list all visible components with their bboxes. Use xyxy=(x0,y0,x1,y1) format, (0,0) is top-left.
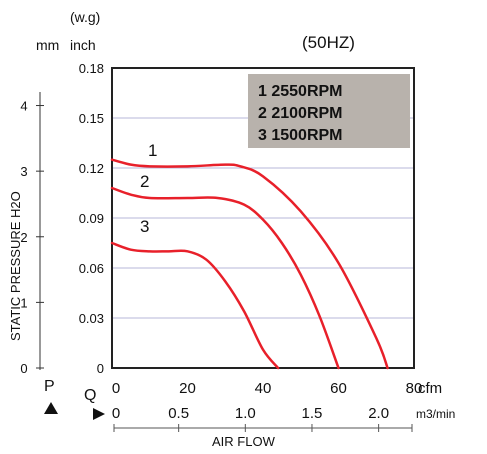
x-tick-m3-label: 0 xyxy=(112,405,120,422)
unit-inch-label: inch xyxy=(70,37,96,53)
y-tick-inch-label: 0 xyxy=(97,361,104,376)
unit-wg-label: (w.g) xyxy=(70,9,100,25)
x-tick-cfm-label: 60 xyxy=(330,380,347,397)
legend-item-2: 2 2100RPM xyxy=(258,105,343,122)
y-axis-title: STATIC PRESSURE H2O xyxy=(8,191,23,341)
x-tick-m3-label: 2.0 xyxy=(368,405,389,422)
pressure-arrow-icon xyxy=(44,402,58,414)
y-tick-inch-label: 0.12 xyxy=(79,161,104,176)
legend-item-3: 3 1500RPM xyxy=(258,127,343,144)
flow-symbol: Q xyxy=(84,387,96,404)
unit-mm-label: mm xyxy=(36,37,59,53)
y-tick-inch-label: 0.15 xyxy=(79,111,104,126)
x-tick-cfm-label: 20 xyxy=(179,380,196,397)
curve-label-1: 1 xyxy=(148,141,157,160)
x-axis-title: AIR FLOW xyxy=(212,434,276,449)
y-tick-mm-label: 4 xyxy=(20,99,27,114)
curve-label-3: 3 xyxy=(140,217,149,236)
legend-box xyxy=(248,74,410,148)
curve-label-2: 2 xyxy=(140,172,149,191)
y-tick-mm-label: 3 xyxy=(20,164,27,179)
y-tick-inch-label: 0.06 xyxy=(79,261,104,276)
flow-arrow-icon xyxy=(93,408,105,420)
x-unit-m3: m3/min xyxy=(416,407,455,421)
y-tick-inch-label: 0.09 xyxy=(79,211,104,226)
x-tick-m3-label: 0.5 xyxy=(168,405,189,422)
y-tick-mm-label: 1 xyxy=(20,295,27,310)
y-tick-mm-label: 2 xyxy=(20,230,27,245)
curve-series-2 xyxy=(110,186,340,370)
y-tick-mm-label: 0 xyxy=(20,361,27,376)
legend-item-1: 1 2550RPM xyxy=(258,83,343,100)
curve-series-3 xyxy=(110,241,280,370)
curve-series-1 xyxy=(110,158,389,370)
curves xyxy=(110,158,389,370)
y-tick-inch-label: 0.18 xyxy=(79,61,104,76)
y-ticks-mm: 4 3 2 1 0 xyxy=(20,99,44,376)
pressure-symbol: P xyxy=(44,378,55,395)
x-ticks-cfm: 0 20 40 60 80 xyxy=(112,380,423,397)
y-tick-inch-label: 0.03 xyxy=(79,311,104,326)
y-ticks-inch: 0.18 0.15 0.12 0.09 0.06 0.03 0 xyxy=(79,61,104,376)
x-ticks-m3: 0 0.5 1.0 1.5 2.0 xyxy=(112,405,389,432)
x-tick-m3-label: 1.0 xyxy=(235,405,256,422)
x-tick-cfm-label: 40 xyxy=(255,380,272,397)
x-tick-m3-label: 1.5 xyxy=(302,405,323,422)
x-unit-cfm: cfm xyxy=(418,380,442,397)
frequency-label: (50HZ) xyxy=(302,33,355,52)
x-tick-cfm-label: 80 xyxy=(406,380,423,397)
x-tick-cfm-label: 0 xyxy=(112,380,120,397)
plot-frame xyxy=(111,67,415,369)
